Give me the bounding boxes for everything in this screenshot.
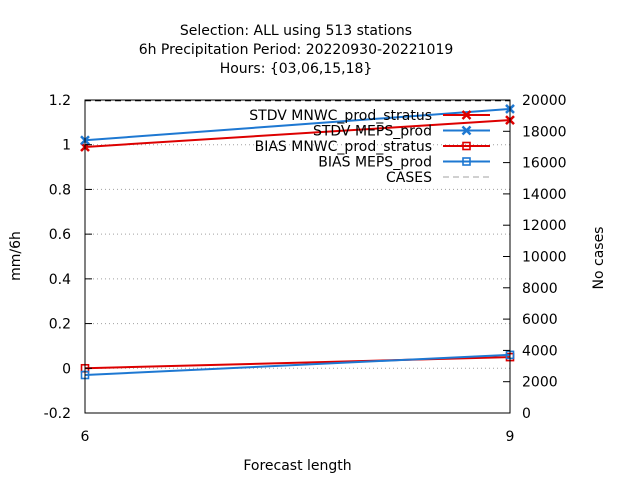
title-line: Selection: ALL using 513 stations <box>180 23 412 39</box>
y-tick-label: 0.8 <box>49 182 71 198</box>
legend-label: BIAS MEPS_prod <box>318 155 432 171</box>
y-tick-label: 1 <box>62 138 71 154</box>
legend-label: STDV MEPS_prod <box>313 124 432 140</box>
chart-title: Selection: ALL using 513 stations 6h Prec… <box>139 23 454 77</box>
y2-tick-label: 6000 <box>522 312 558 328</box>
legend-label: STDV MNWC_prod_stratus <box>249 108 432 124</box>
title-line: 6h Precipitation Period: 20220930-202210… <box>139 42 454 58</box>
x-tick-label: 6 <box>81 429 90 445</box>
y2-tick-label: 2000 <box>522 375 558 391</box>
y2-tick-label: 12000 <box>522 218 567 234</box>
y-tick-label: 0.4 <box>49 272 71 288</box>
y2-tick-label: 20000 <box>522 93 567 109</box>
data-point <box>462 157 471 166</box>
legend-label: BIAS MNWC_prod_stratus <box>255 139 432 155</box>
title-line: Hours: {03,06,15,18} <box>220 61 373 77</box>
y2-tick-label: 8000 <box>522 281 558 297</box>
y2-axis-label: No cases <box>591 227 607 290</box>
data-point <box>461 110 472 120</box>
y2-tick-label: 14000 <box>522 187 567 203</box>
axis-ticks: -0.2 0 0.2 0.4 0.6 0.8 1 1.2 0 2000 4000 6000 8000 10… <box>44 93 567 445</box>
y-tick-label: 1.2 <box>49 93 71 109</box>
x-axis-label: Forecast length <box>243 458 351 474</box>
y2-tick-label: 16000 <box>522 156 567 172</box>
series-line <box>84 119 511 148</box>
y-tick-label: 0 <box>62 361 71 377</box>
y2-tick-label: 4000 <box>522 343 558 359</box>
series-line <box>84 353 511 376</box>
data-point <box>461 125 472 136</box>
y-tick-label: -0.2 <box>44 406 71 422</box>
data-point <box>462 141 471 151</box>
y-tick-label: 0.6 <box>49 227 71 243</box>
series-lines <box>80 100 515 380</box>
x-tick-label: 9 <box>506 429 515 445</box>
y-axis-label: mm/6h <box>8 231 24 281</box>
y-tick-label: 0.2 <box>49 317 71 333</box>
y2-tick-label: 18000 <box>522 124 567 140</box>
y2-tick-label: 10000 <box>522 250 567 266</box>
grid <box>85 144 510 369</box>
legend-label: CASES <box>386 170 432 186</box>
series-line <box>84 107 511 142</box>
y2-tick-label: 0 <box>522 406 531 422</box>
